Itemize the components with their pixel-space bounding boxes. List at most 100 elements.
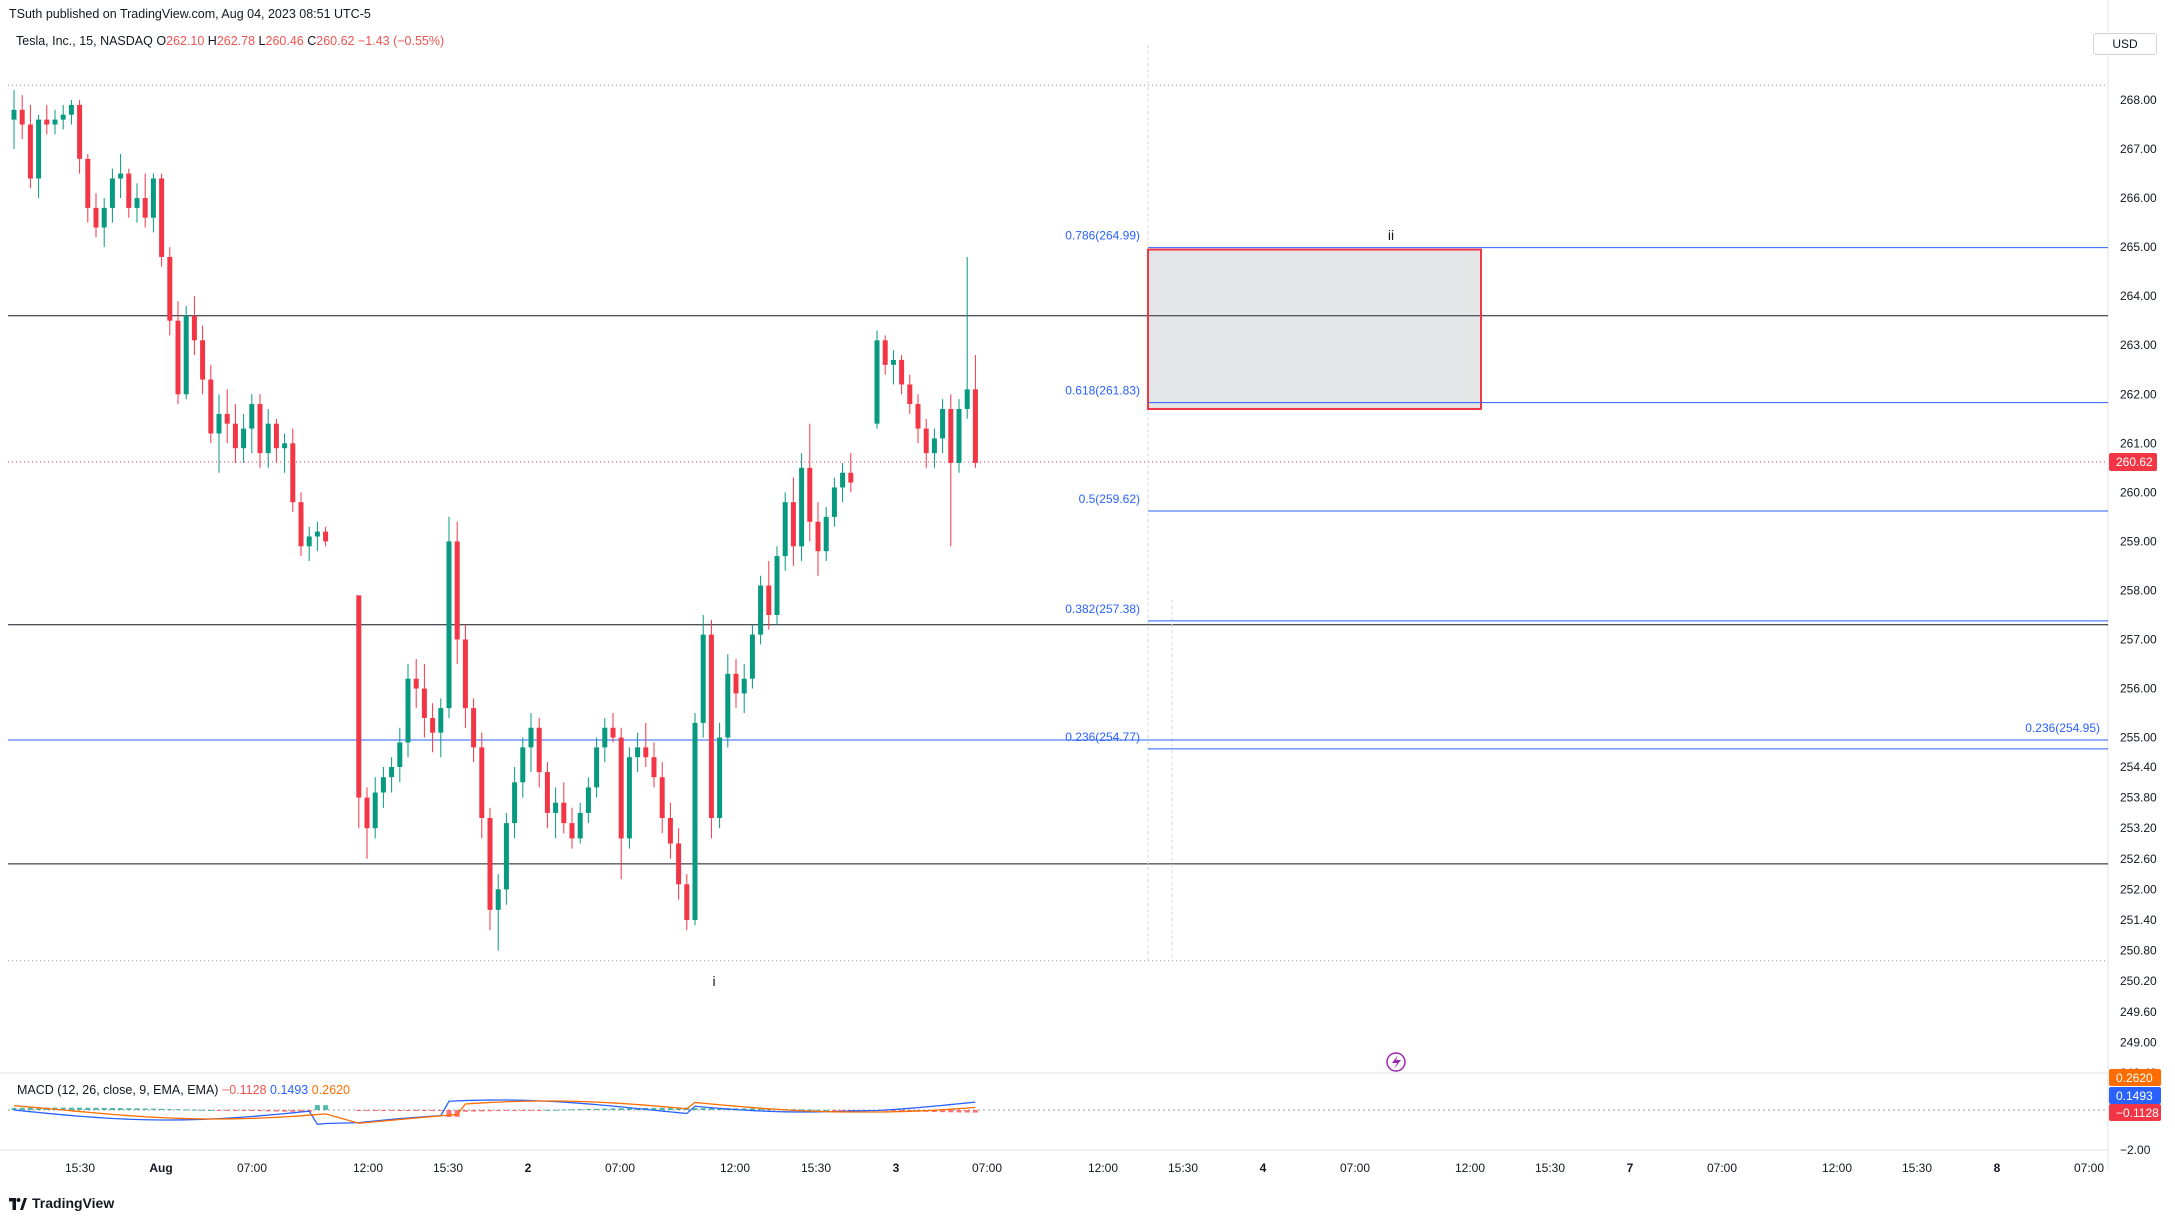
macd-histogram-bar <box>840 1110 846 1111</box>
candle-body <box>232 423 238 449</box>
price-tick-label: 254.40 <box>2120 760 2157 774</box>
fib-level-label: 0.382(257.38) <box>1065 602 1140 616</box>
candle-body <box>19 109 25 125</box>
macd-histogram-bar <box>380 1110 386 1111</box>
candle-body <box>931 438 937 454</box>
candle-body <box>389 767 395 778</box>
candle-body <box>150 178 156 218</box>
time-tick-label: 15:30 <box>1535 1161 1565 1175</box>
macd-histogram-bar <box>964 1110 970 1113</box>
candle-body <box>782 502 788 557</box>
candle-body <box>68 104 74 115</box>
time-tick-label: 3 <box>893 1161 900 1175</box>
macd-label: MACD (12, 26, close, 9, EMA, EMA) <box>17 1083 219 1097</box>
time-tick-label: 2 <box>525 1161 532 1175</box>
candle-body <box>585 787 591 813</box>
time-tick-label: 15:30 <box>1902 1161 1932 1175</box>
candle-body <box>577 812 583 839</box>
price-tick-label: 253.80 <box>2120 791 2157 805</box>
macd-histogram-bar <box>956 1110 962 1113</box>
macd-histogram-bar <box>899 1110 905 1112</box>
candle-body <box>923 428 929 454</box>
macd-histogram-bar <box>134 1108 140 1110</box>
macd-histogram-bar <box>364 1110 370 1111</box>
macd-value-label: 0.2620 <box>2116 1071 2153 1085</box>
macd-histogram-bar <box>273 1110 279 1112</box>
candle-body <box>882 340 888 365</box>
fibonacci-levels: 0.786(264.99) 0.618(261.83) 0.5(259.62) 0.3… <box>8 229 2108 750</box>
candle-body <box>635 747 641 758</box>
candle-body <box>101 207 107 228</box>
price-tick-label: 249.00 <box>2120 1035 2157 1049</box>
candle-body <box>191 315 197 341</box>
candle-body <box>175 320 181 395</box>
fib-level-label: 0.236(254.95) <box>2025 721 2100 735</box>
candle-body <box>553 802 559 813</box>
macd-histogram-bar <box>610 1108 616 1110</box>
fib-level-label: 0.786(264.99) <box>1065 229 1140 243</box>
macd-histogram-bar <box>421 1110 427 1111</box>
macd-histogram-bar <box>224 1110 230 1111</box>
price-tick-label: 256.00 <box>2120 682 2157 696</box>
fib-level-label: 0.236(254.77) <box>1065 730 1140 744</box>
candle-body <box>700 634 706 723</box>
candle-body <box>167 256 173 321</box>
macd-histogram-bar <box>487 1110 493 1112</box>
macd-histogram-bar <box>93 1107 99 1110</box>
macd-histogram-bar <box>741 1108 747 1110</box>
candle-body <box>397 742 403 767</box>
macd-histogram-bar <box>807 1109 813 1111</box>
macd-histogram-bar <box>602 1108 608 1110</box>
candle-body <box>208 379 214 434</box>
price-tick-label: 264.00 <box>2120 289 2157 303</box>
price-tick-label: 257.00 <box>2120 632 2157 646</box>
high-value: 262.78 <box>216 34 256 48</box>
resistance-zone-box[interactable] <box>1147 248 1482 410</box>
macd-histogram-bar <box>569 1109 575 1111</box>
macd-histogram-bar <box>216 1110 222 1111</box>
price-axis: 268.00 267.00 266.00 265.00 264.00 263.00 262.… <box>2109 93 2161 1157</box>
macd-histogram-bar <box>667 1107 673 1110</box>
macd-histogram-bar <box>60 1107 66 1110</box>
candle-body <box>594 747 600 788</box>
macd-histogram-bar <box>561 1109 567 1111</box>
candle-body <box>44 119 50 125</box>
candle-body <box>495 889 501 910</box>
macd-histogram-bar <box>109 1107 115 1110</box>
candle-body <box>643 747 649 758</box>
macd-histogram-bar <box>36 1107 42 1110</box>
wave-labels: iii <box>712 227 1394 989</box>
candle-body <box>940 408 946 439</box>
time-tick-label: 07:00 <box>1707 1161 1737 1175</box>
macd-histogram-bar <box>19 1107 25 1110</box>
time-tick-label: 7 <box>1627 1161 1634 1175</box>
macd-histogram-bar <box>257 1110 263 1112</box>
candle-body <box>471 708 477 748</box>
macd-histogram-bar <box>282 1110 288 1112</box>
time-tick-label: 12:00 <box>720 1161 750 1175</box>
macd-histogram-bar <box>890 1110 896 1112</box>
open-value: 262.10 <box>166 34 205 48</box>
macd-histogram-bar <box>577 1109 583 1111</box>
macd-histogram-bar <box>471 1110 477 1112</box>
macd-histogram-bar <box>118 1108 124 1110</box>
macd-histogram-bar <box>438 1110 444 1111</box>
publish-info: TSuth published on TradingView.com, Aug … <box>9 7 371 21</box>
tradingview-brand[interactable]: TradingView <box>9 1195 114 1211</box>
horizontal-lines <box>8 45 2108 962</box>
currency-button[interactable]: USD <box>2093 33 2157 55</box>
lightning-icon[interactable] <box>1386 1052 1406 1072</box>
candle-body <box>692 722 698 920</box>
low-value: 260.46 <box>265 34 304 48</box>
candle-body <box>520 747 526 783</box>
candle-body <box>907 384 913 405</box>
macd-histogram-bar <box>200 1109 206 1111</box>
macd-histogram-bar <box>298 1110 304 1112</box>
macd-value-tag <box>2109 1069 2161 1086</box>
macd-histogram-bar <box>323 1105 329 1110</box>
candle-body <box>790 502 796 547</box>
symbol-legend: Tesla, Inc., 15, NASDAQ O262.10 H262.78 … <box>16 34 444 48</box>
candle-body <box>536 727 542 773</box>
histogram-value: 0.2620 <box>311 1083 350 1097</box>
